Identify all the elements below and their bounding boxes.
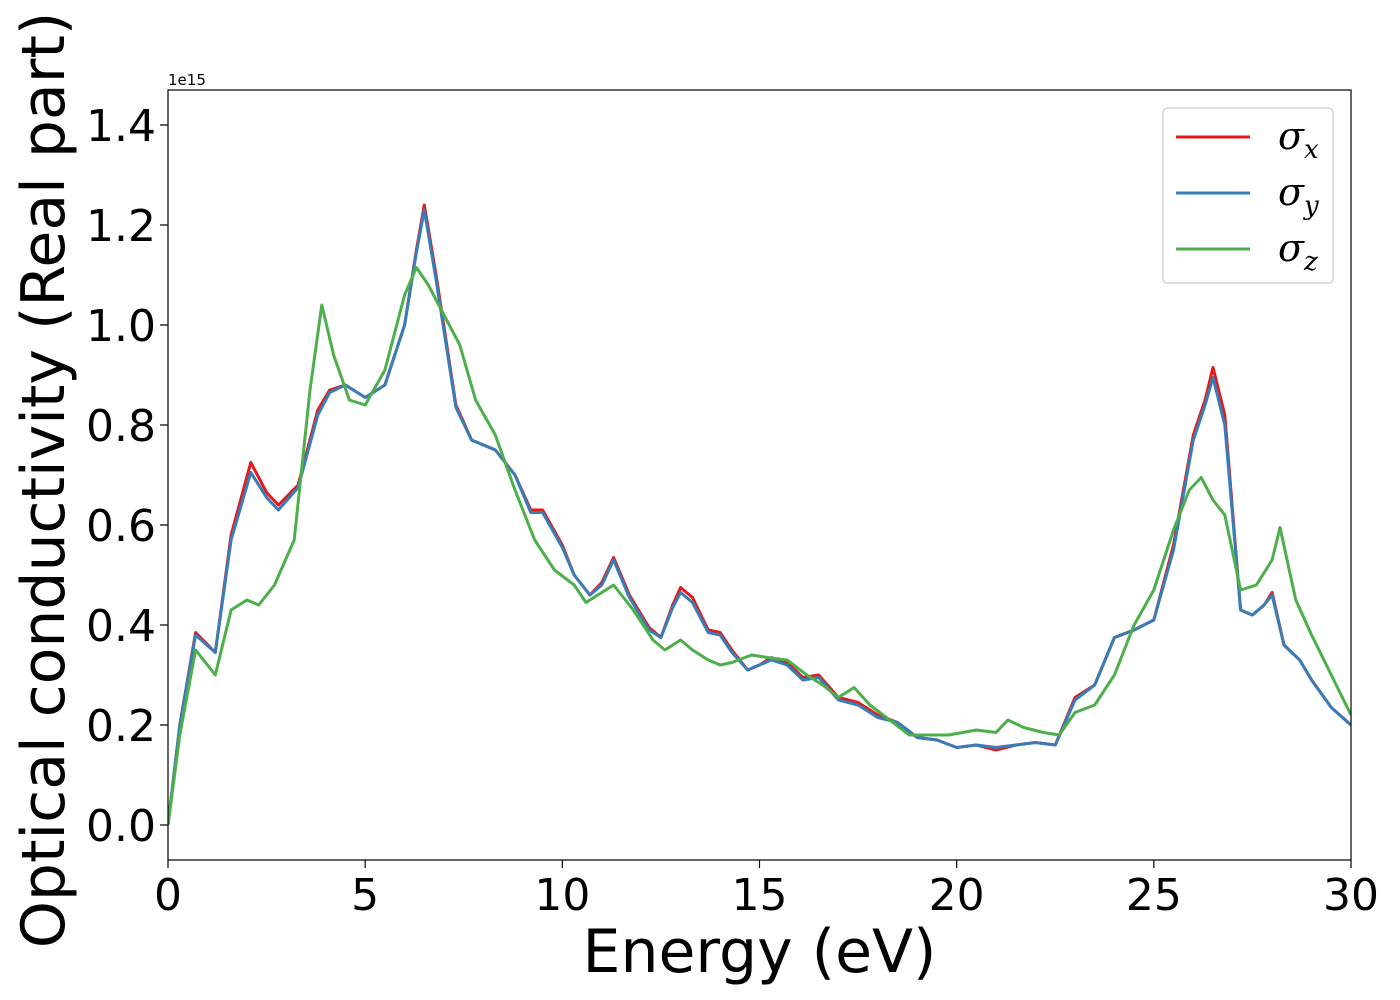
x-axis-title: Energy (eV) — [583, 917, 937, 987]
series-line-y — [168, 208, 1351, 826]
y-tick-label: 0.0 — [86, 801, 156, 852]
y-tick-label: 1.0 — [86, 301, 156, 352]
y-tick-label: 0.4 — [86, 601, 156, 652]
legend-box — [1162, 107, 1334, 284]
y-tick-label: 1.4 — [86, 101, 156, 152]
series-line-x — [168, 203, 1351, 826]
y-tick-label: 0.6 — [86, 501, 156, 552]
legend-label-y: σy — [1278, 170, 1319, 221]
y-tick-label: 1.2 — [86, 201, 156, 252]
legend-label-z: σz — [1278, 226, 1318, 277]
series-line-z — [168, 266, 1351, 826]
y-tick-label: 0.2 — [86, 701, 156, 752]
x-tick-label: 20 — [929, 870, 985, 921]
x-tick-label: 5 — [351, 870, 379, 921]
y-axis: 0.0 0.2 0.4 0.6 0.8 1.0 1.2 1.4 — [86, 101, 168, 852]
legend-label-x: σx — [1278, 114, 1319, 165]
x-tick-label: 0 — [154, 870, 182, 921]
y-tick-label: 0.8 — [86, 401, 156, 452]
x-axis: 0 5 10 15 20 25 30 — [154, 860, 1379, 921]
x-tick-label: 25 — [1126, 870, 1182, 921]
y-offset-label: 1e15 — [168, 71, 206, 89]
x-tick-label: 15 — [732, 870, 788, 921]
plot-lines — [168, 203, 1351, 826]
x-tick-label: 10 — [534, 870, 590, 921]
x-tick-label: 30 — [1323, 870, 1379, 921]
y-axis-title: Optical conductivity (Real part) — [9, 12, 79, 949]
